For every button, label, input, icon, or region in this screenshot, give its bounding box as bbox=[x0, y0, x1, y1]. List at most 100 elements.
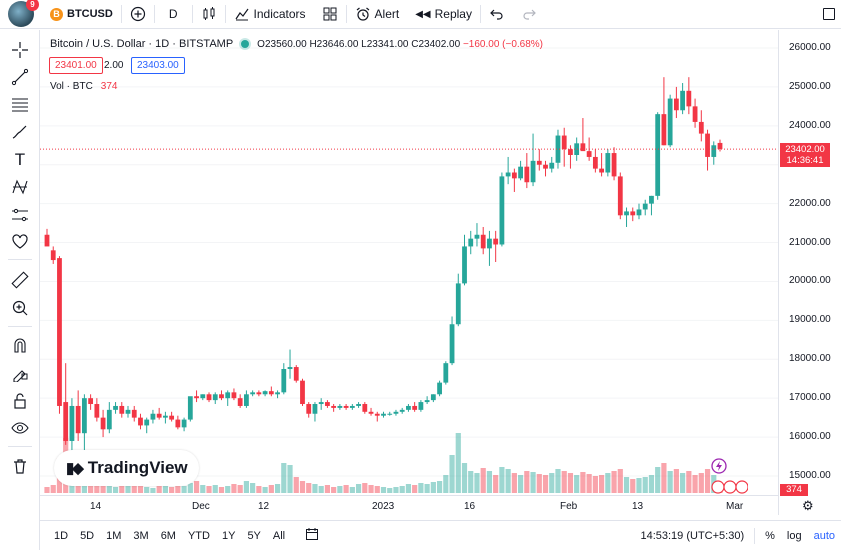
alert-button[interactable]: Alert bbox=[347, 0, 408, 29]
volume-bar bbox=[549, 473, 555, 493]
text-tool-icon[interactable]: T bbox=[14, 150, 26, 169]
pattern-icon[interactable] bbox=[10, 177, 30, 197]
volume-bar bbox=[243, 481, 250, 493]
candle-body bbox=[455, 283, 461, 325]
candle-body bbox=[318, 402, 324, 405]
volume-bar bbox=[430, 482, 436, 493]
interval-label: D bbox=[168, 7, 178, 21]
volume-bar bbox=[393, 487, 399, 493]
zoom-in-icon[interactable] bbox=[10, 298, 30, 318]
eye-icon[interactable] bbox=[10, 418, 30, 438]
volume-bar bbox=[536, 474, 542, 493]
candle-body bbox=[468, 238, 474, 247]
volume-bar bbox=[623, 477, 630, 493]
fullscreen-button[interactable] bbox=[815, 0, 841, 29]
volume-bar bbox=[324, 485, 331, 493]
price-axis-label: 25000.00 bbox=[789, 80, 831, 92]
range-5d[interactable]: 5D bbox=[80, 529, 95, 542]
candle-body bbox=[63, 402, 69, 441]
compare-button[interactable] bbox=[122, 0, 154, 29]
heart-icon[interactable] bbox=[10, 232, 30, 252]
divider bbox=[754, 527, 756, 544]
volume-bar bbox=[125, 486, 131, 493]
volume-bar bbox=[343, 485, 349, 493]
interval-button[interactable]: D bbox=[155, 0, 192, 29]
tradingview-logo-icon: ▮◆ bbox=[66, 460, 84, 477]
candle-body bbox=[331, 405, 337, 408]
user-avatar[interactable]: 9 bbox=[8, 0, 39, 27]
candle-body bbox=[88, 398, 94, 405]
log-toggle[interactable]: log bbox=[786, 529, 802, 542]
brush-icon[interactable] bbox=[10, 122, 30, 142]
price-chart[interactable] bbox=[40, 30, 778, 495]
tradingview-watermark[interactable]: ▮◆ TradingView bbox=[54, 450, 199, 486]
candle-body bbox=[667, 98, 673, 146]
candle-body bbox=[530, 160, 536, 183]
range-3m[interactable]: 3M bbox=[133, 529, 149, 542]
notification-badge: 9 bbox=[26, 0, 39, 11]
spread-value: 2.00 bbox=[104, 60, 124, 71]
lightning-bolt bbox=[716, 461, 722, 471]
us-flag-icon[interactable] bbox=[723, 480, 737, 494]
candle-body bbox=[312, 404, 318, 414]
candle-body bbox=[387, 413, 393, 415]
candle-body bbox=[611, 153, 617, 177]
horizontal-lines-icon[interactable] bbox=[10, 94, 30, 114]
range-6m[interactable]: 6M bbox=[160, 529, 176, 542]
range-1m[interactable]: 1M bbox=[106, 529, 122, 542]
volume-bar bbox=[162, 486, 168, 493]
volume-bar bbox=[599, 475, 605, 493]
candle-body bbox=[337, 405, 343, 408]
divider bbox=[8, 326, 32, 327]
candle-body bbox=[661, 114, 667, 146]
events-icons[interactable] bbox=[708, 456, 748, 496]
prediction-icon[interactable] bbox=[10, 205, 30, 225]
divider bbox=[8, 446, 32, 447]
range-all[interactable]: All bbox=[272, 529, 286, 542]
price-axis[interactable]: 26000.00 25000.00 24000.00 22000.00 21000.00… bbox=[778, 30, 841, 515]
trend-line-icon[interactable] bbox=[10, 67, 30, 87]
candle-body bbox=[156, 413, 162, 418]
trash-icon[interactable] bbox=[10, 456, 30, 476]
candle-body bbox=[244, 394, 249, 406]
ruler-icon[interactable] bbox=[10, 270, 30, 290]
sell-price-button[interactable]: 23401.00 bbox=[49, 57, 103, 74]
auto-toggle[interactable]: auto bbox=[813, 529, 835, 542]
buy-price-button[interactable]: 23403.00 bbox=[131, 57, 185, 74]
volume-label: Vol · BTC bbox=[50, 81, 93, 92]
range-1d[interactable]: 1D bbox=[54, 529, 69, 542]
range-ytd[interactable]: YTD bbox=[187, 529, 210, 542]
crosshair-icon[interactable] bbox=[10, 40, 30, 60]
undo-button[interactable] bbox=[481, 0, 513, 29]
range-1y[interactable]: 1Y bbox=[221, 529, 236, 542]
settings-gear-icon[interactable]: ⚙ bbox=[802, 498, 814, 513]
indicators-button[interactable]: Indicators bbox=[226, 0, 314, 29]
layouts-button[interactable] bbox=[314, 0, 346, 29]
candle-body bbox=[649, 195, 654, 204]
legend-title[interactable]: Bitcoin / U.S. Dollar · 1D · BITSTAMP bbox=[50, 38, 234, 50]
chart-type-button[interactable] bbox=[193, 0, 225, 29]
percent-toggle[interactable]: % bbox=[765, 529, 775, 542]
price-axis-label: 26000.00 bbox=[789, 42, 831, 53]
candle-body bbox=[705, 133, 710, 157]
volume-bar bbox=[449, 455, 455, 493]
range-5y[interactable]: 5Y bbox=[247, 529, 261, 542]
replay-button[interactable]: ◀◀ Replay bbox=[407, 0, 480, 29]
volume-bar bbox=[112, 487, 119, 493]
clock-label[interactable]: 14:53:19 (UTC+5:30) bbox=[640, 529, 745, 542]
redo-button[interactable] bbox=[513, 0, 545, 29]
symbol-search-button[interactable]: B BTCUSD bbox=[42, 0, 121, 29]
us-flag-icon[interactable] bbox=[711, 480, 725, 494]
time-axis[interactable]: 14 Dec 12 2023 16 Feb 13 Mar bbox=[40, 495, 778, 515]
candle-body bbox=[256, 392, 262, 395]
goto-date-button[interactable] bbox=[299, 527, 325, 544]
volume-bar bbox=[586, 474, 592, 493]
candle-body bbox=[599, 168, 605, 173]
volume-bar bbox=[418, 483, 424, 493]
lock-icon[interactable] bbox=[10, 391, 30, 411]
alert-label: Alert bbox=[374, 7, 400, 21]
us-flag-icon[interactable] bbox=[735, 480, 748, 494]
lock-drawing-icon[interactable] bbox=[10, 363, 30, 383]
volume-bar bbox=[362, 483, 368, 493]
magnet-icon[interactable] bbox=[10, 335, 30, 355]
